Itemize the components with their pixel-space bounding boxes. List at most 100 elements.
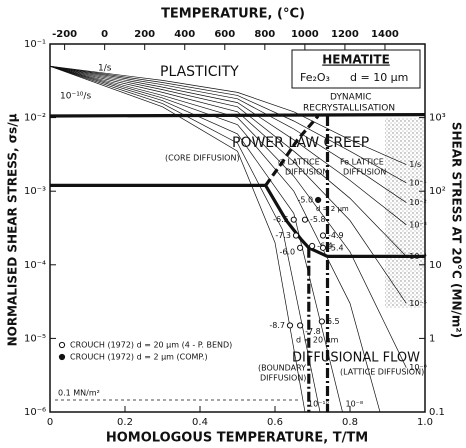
y-axis-title: NORMALISED SHEAR STRESS, σs/μ (6, 113, 20, 346)
y-tick-label: 10⁻³ (24, 186, 46, 197)
y2-tick-label: 1 (429, 333, 435, 344)
x-tick-label: 1.0 (417, 417, 433, 428)
x2-tick-label: 800 (254, 29, 275, 40)
material-name: HEMATITE (322, 53, 390, 67)
data-point (309, 242, 316, 250)
rate-contour (50, 65, 407, 165)
annotation: (LATTICE DIFFUSION) (340, 368, 424, 377)
y-tick-label: 10⁻⁴ (24, 260, 46, 271)
annotation: RECRYSTALLISATION (303, 104, 395, 114)
y-tick-label: 10⁻² (24, 113, 46, 124)
data-point (297, 322, 304, 329)
point-label: 6.5 (327, 317, 340, 326)
field-boundary (50, 113, 425, 118)
x2-tick-label: -200 (52, 29, 77, 40)
rate-contour (50, 65, 321, 412)
field-boundary (264, 184, 329, 258)
annotation: DIFFUSION (343, 168, 386, 177)
y2-tick-label: 10² (429, 186, 446, 197)
y2-axis-title: SHEAR STRESS AT 20°C (MN/m²) (450, 122, 464, 338)
rate-contour (50, 65, 407, 226)
point-label: -7.8 (305, 327, 321, 336)
annotation: DYNAMIC (330, 93, 372, 103)
rate-contour-label: 10⁻¹ (409, 178, 427, 187)
annotation: 0.1 MN/m² (58, 389, 100, 398)
x2-tick-label: 400 (174, 29, 195, 40)
x2-tick-label: 200 (134, 29, 155, 40)
rate-contour-label: 10⁻⁶ (409, 363, 427, 372)
plot-frame (49, 43, 426, 413)
x2-tick-label: 0 (101, 29, 108, 40)
y2-tick-label: 10³ (429, 113, 446, 124)
annotation: 10⁻¹⁰/s (60, 92, 91, 102)
y-tick-label: 10⁻⁶ (24, 407, 46, 418)
x-tick-label: 0 (47, 417, 53, 428)
data-point (318, 318, 325, 325)
rate-contour-label: 10⁻⁴ (409, 252, 427, 261)
data-point (301, 216, 309, 223)
rate-contour (50, 65, 306, 412)
rate-contour (50, 65, 407, 304)
data-point (286, 322, 294, 329)
rate-contour (50, 65, 407, 257)
rate-contour-label: 1/s (409, 160, 421, 169)
x-tick-label: 0.8 (342, 417, 358, 428)
material-box (291, 49, 421, 89)
x-tick-label: 0.6 (267, 417, 283, 428)
rate-contour-label: 10⁻² (409, 198, 427, 207)
material-formula: Fe₂O₃ (300, 71, 330, 84)
y2-tick-label: 10 (429, 260, 442, 271)
point-label: -5.8 (310, 215, 326, 224)
x-axis-title: HOMOLOGOUS TEMPERATURE, T/TM (106, 431, 368, 446)
annotation: POWER LAW CREEP (232, 135, 369, 151)
point-label: -5.0 (298, 195, 314, 204)
annotation: ○ LATTICE (278, 158, 320, 167)
annotation: Fe LATTICE (340, 158, 384, 167)
legend-marker (58, 341, 66, 349)
point-label: -6.5 (273, 215, 289, 224)
annotation: PLASTICITY (160, 64, 239, 80)
point-label: -6.0 (280, 247, 296, 256)
rate-contour-label: 10⁻¹⁰ (308, 400, 329, 409)
rate-contour-label: 10⁻⁵ (409, 299, 427, 308)
rate-contour-label: 10⁻³ (409, 220, 427, 229)
x2-tick-label: 1200 (331, 29, 359, 40)
data-point (315, 196, 322, 204)
annotation: DIFFUSION) (260, 374, 306, 383)
rate-contour (50, 65, 407, 184)
rate-contour-label: 10⁻⁸ (346, 400, 364, 409)
annotation: DIFFUSIONAL FLOW (292, 351, 420, 366)
annotation: d = 2 μm (316, 205, 349, 213)
legend-marker (58, 353, 66, 361)
x2-tick-label: 1400 (371, 29, 399, 40)
annotation: DIFFUSION (285, 168, 328, 177)
x-tick-label: 0.4 (192, 417, 208, 428)
data-point (292, 232, 300, 239)
legend-label: CROUCH (1972) d = 20 μm (4 - P. BEND) (70, 341, 232, 350)
point-label: -4.9 (328, 231, 344, 240)
annotation: d = 20 μm (296, 336, 339, 345)
rate-contour (50, 65, 407, 368)
annotation: (CORE DIFFUSION) (165, 154, 240, 163)
y-tick-label: 10⁻⁵ (24, 333, 46, 344)
data-point (319, 232, 327, 239)
x-tick-label: 0.2 (117, 417, 133, 428)
data-point (297, 244, 304, 251)
material-grain: d = 10 μm (350, 71, 408, 84)
data-point (319, 244, 327, 251)
y-tick-label: 10⁻¹ (24, 39, 46, 50)
top-axis-title: TEMPERATURE, (°C) (161, 7, 305, 22)
point-label: -7.3 (275, 231, 291, 240)
point-label: -8.7 (269, 321, 285, 330)
legend-label: CROUCH (1972) d = 2 μm (COMP.) (70, 353, 208, 362)
annotation: 1/s (98, 64, 112, 74)
rate-contour (50, 65, 381, 412)
data-point (290, 216, 297, 223)
field-boundary (264, 114, 320, 187)
point-label: -5.4 (328, 243, 344, 252)
x2-tick-label: 600 (214, 29, 235, 40)
y2-tick-label: 0.1 (429, 407, 445, 418)
plot-area (50, 65, 425, 412)
annotation: (BOUNDARY (258, 364, 306, 373)
